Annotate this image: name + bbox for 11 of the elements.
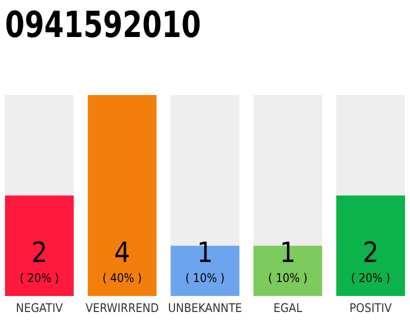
data-label: 1 ( 10% )	[268, 236, 308, 285]
data-label: 2 ( 20% )	[20, 236, 60, 285]
chart-title: 0941592010	[5, 5, 230, 46]
data-label: 2 ( 20% )	[350, 236, 390, 285]
x-tick-label: POSITIV	[350, 301, 392, 315]
x-tick-label: VERWIRREND	[86, 301, 159, 315]
data-label: 4 ( 40% )	[102, 236, 142, 285]
x-tick-label: NEGATIV	[16, 301, 64, 315]
x-tick-label: EGAL	[274, 301, 302, 315]
x-tick-label: UNBEKANNTE	[168, 301, 242, 315]
data-label: 1 ( 10% )	[185, 236, 225, 285]
